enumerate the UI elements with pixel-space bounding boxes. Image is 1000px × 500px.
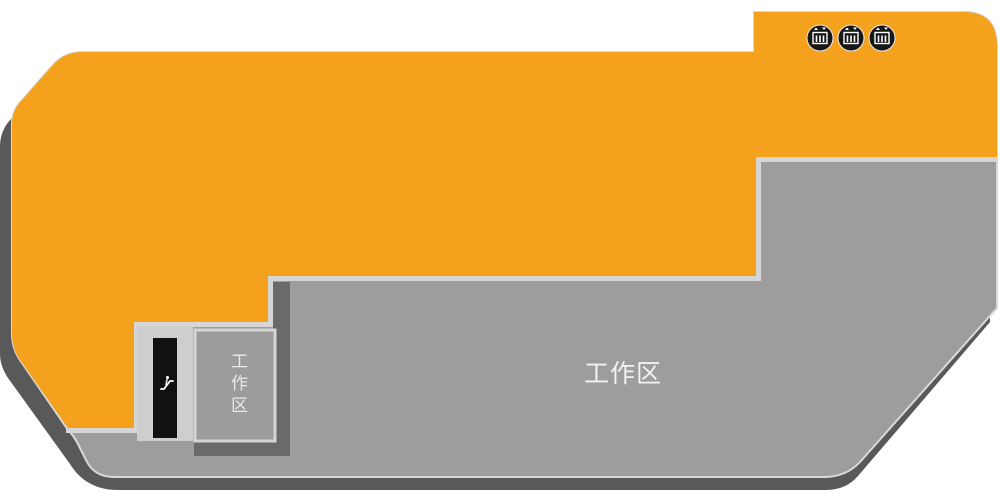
elevator-icon[interactable] bbox=[838, 25, 864, 51]
elevator-icon[interactable] bbox=[807, 25, 833, 51]
work-area-main-label: 工作区 bbox=[523, 359, 723, 389]
work-area-small-label: 工作区 bbox=[226, 352, 248, 418]
elevator-icon[interactable] bbox=[869, 25, 895, 51]
escalator-person-head bbox=[166, 376, 169, 379]
escalator-person-body bbox=[166, 380, 167, 385]
